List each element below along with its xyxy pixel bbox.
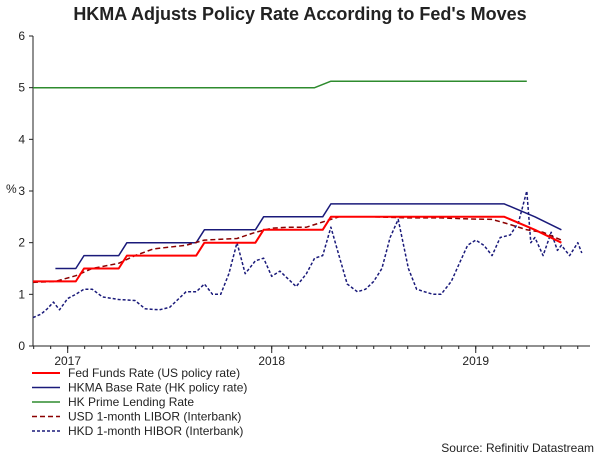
legend-label: HKD 1-month HIBOR (Interbank) — [68, 424, 243, 438]
legend-label: HK Prime Lending Rate — [68, 395, 194, 409]
x-tick-label: 2019 — [462, 354, 489, 368]
y-tick-label: 4 — [18, 132, 25, 146]
y-tick-label: 2 — [18, 236, 25, 250]
legend-label: HKMA Base Rate (HK policy rate) — [68, 381, 247, 395]
plot-area — [32, 80, 583, 319]
x-tick-label: 2018 — [258, 354, 285, 368]
x-tick-label: 2017 — [54, 354, 81, 368]
y-tick-label: 3 — [18, 184, 25, 198]
y-tick-label: 6 — [18, 29, 25, 43]
series-line-2 — [33, 80, 527, 89]
x-axis: 2017 2018 2019 — [33, 346, 579, 368]
legend: Fed Funds Rate (US policy rate)HKMA Base… — [32, 366, 247, 438]
series-line-1 — [55, 203, 562, 270]
legend-label: USD 1-month LIBOR (Interbank) — [68, 410, 241, 424]
series-line-3 — [32, 216, 562, 284]
y-tick-label: 1 — [18, 287, 25, 301]
series-line-0 — [33, 215, 562, 283]
legend-label: Fed Funds Rate (US policy rate) — [68, 366, 240, 380]
series-line-4 — [32, 190, 583, 319]
y-axis-label: % — [6, 182, 17, 196]
source-note: Source: Refinitiv Datastream — [441, 441, 594, 455]
y-tick-label: 0 — [18, 339, 25, 353]
chart-title: HKMA Adjusts Policy Rate According to Fe… — [73, 4, 526, 24]
y-axis: 0 1 2 3 4 5 6 — [18, 29, 33, 353]
y-tick-label: 5 — [18, 81, 25, 95]
